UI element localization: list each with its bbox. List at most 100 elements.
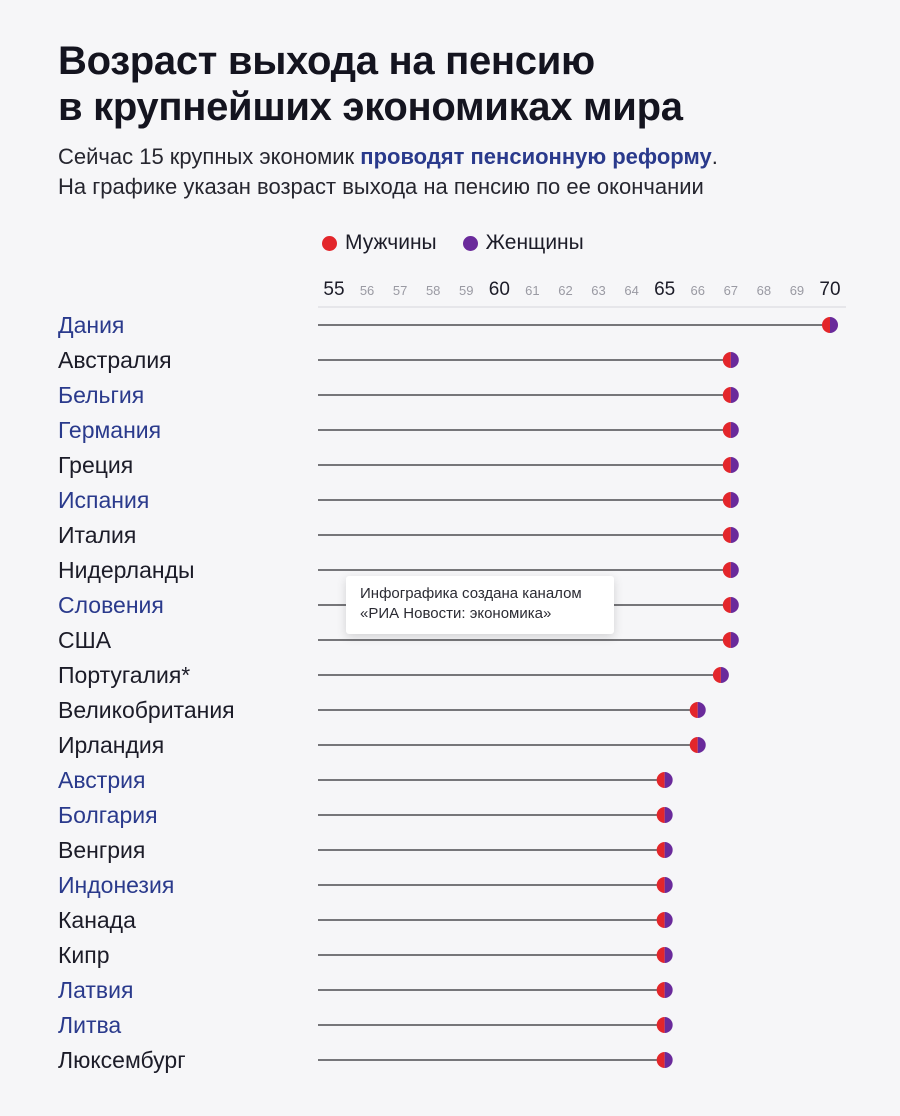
category-label: Литва: [58, 1012, 121, 1038]
women-point: [664, 807, 673, 823]
category-label: Бельгия: [58, 382, 144, 408]
men-point: [656, 982, 665, 998]
chart-title-line2: в крупнейших экономиках мира: [58, 85, 683, 129]
women-point: [664, 982, 673, 998]
category-label: Венгрия: [58, 837, 145, 863]
women-point: [830, 317, 838, 333]
category-label: США: [58, 627, 112, 653]
women-point: [730, 597, 739, 613]
category-label: Кипр: [58, 942, 110, 968]
men-point: [689, 702, 698, 718]
category-label: Словения: [58, 592, 164, 618]
men-point: [656, 1052, 665, 1068]
category-label: Болгария: [58, 802, 158, 828]
women-point: [730, 422, 739, 438]
subtitle-line1: Сейчас 15 крупных экономик проводят пенс…: [58, 142, 718, 172]
category-label: Австралия: [58, 347, 172, 373]
men-point: [656, 877, 665, 893]
x-tick-minor-label: 59: [459, 283, 473, 298]
men-point: [722, 457, 731, 473]
category-label: Нидерланды: [58, 557, 195, 583]
men-point: [722, 387, 731, 403]
category-label: Дания: [58, 312, 124, 338]
legend-women: Женщины: [462, 231, 584, 255]
chart-title-line1: Возраст выхода на пенсию: [58, 39, 595, 83]
chart-title: Возраст выхода на пенсию в крупнейших эк…: [58, 38, 683, 130]
women-point: [664, 947, 673, 963]
men-point: [656, 807, 665, 823]
men-point: [656, 912, 665, 928]
men-point: [722, 632, 731, 648]
legend-men-marker: [322, 235, 337, 251]
x-tick-major-label: 70: [819, 279, 840, 300]
women-point: [664, 1017, 673, 1033]
men-point: [822, 317, 830, 333]
category-label: Индонезия: [58, 872, 174, 898]
subtitle-pre: Сейчас 15 крупных экономик: [58, 144, 361, 169]
legend: Мужчины Женщины: [322, 231, 584, 255]
subtitle-post: .: [711, 144, 718, 169]
chart-subtitle: Сейчас 15 крупных экономик проводят пенс…: [58, 142, 718, 202]
x-tick-minor-label: 57: [393, 283, 407, 298]
legend-women-marker: [462, 235, 478, 251]
men-point: [689, 737, 698, 753]
men-point: [656, 1017, 665, 1033]
women-point: [730, 352, 739, 368]
category-label: Люксембург: [58, 1047, 186, 1073]
men-point: [722, 597, 731, 613]
legend-women-label: Женщины: [485, 231, 584, 254]
category-label: Великобритания: [58, 697, 235, 723]
tooltip-line1: Инфографика создана каналом: [360, 585, 582, 602]
x-tick-minor-label: 67: [724, 283, 738, 298]
legend-men: Мужчины: [322, 231, 437, 255]
women-point: [730, 527, 739, 543]
x-tick-major-label: 60: [489, 279, 510, 300]
category-label: Германия: [58, 417, 161, 443]
category-label: Португалия*: [58, 662, 190, 688]
women-point: [730, 562, 739, 578]
category-label: Канада: [58, 907, 136, 933]
men-point: [722, 492, 731, 508]
men-point: [722, 352, 731, 368]
x-tick-major-label: 55: [323, 279, 344, 300]
x-tick-major-label: 65: [654, 279, 675, 300]
women-point: [730, 457, 739, 473]
women-point: [697, 737, 706, 753]
x-tick-minor-label: 58: [426, 283, 440, 298]
x-tick-minor-label: 63: [591, 283, 605, 298]
x-tick-minor-label: 61: [525, 283, 539, 298]
women-point: [664, 772, 673, 788]
x-tick-minor-label: 66: [690, 283, 704, 298]
category-label: Австрия: [58, 767, 145, 793]
x-tick-minor-label: 68: [757, 283, 771, 298]
men-point: [656, 772, 665, 788]
x-tick-minor-label: 64: [624, 283, 638, 298]
category-label: Греция: [58, 452, 133, 478]
x-tick-minor-label: 62: [558, 283, 572, 298]
women-point: [664, 1052, 673, 1068]
legend-men-label: Мужчины: [345, 231, 437, 254]
x-tick-minor-label: 56: [360, 283, 374, 298]
women-point: [720, 667, 729, 683]
subtitle-line2: На графике указан возраст выхода на пенс…: [58, 174, 704, 199]
men-point: [722, 422, 731, 438]
category-label: Ирландия: [58, 732, 164, 758]
category-label: Латвия: [58, 977, 133, 1003]
credit-tooltip: Инфографика создана каналом «РИА Новости…: [346, 576, 614, 634]
tooltip-line2: «РИА Новости: экономика»: [360, 605, 552, 622]
men-point: [656, 947, 665, 963]
men-point: [712, 667, 721, 683]
men-point: [722, 562, 731, 578]
women-point: [664, 842, 673, 858]
men-point: [656, 842, 665, 858]
category-label: Испания: [58, 487, 149, 513]
women-point: [730, 387, 739, 403]
women-point: [664, 912, 673, 928]
men-point: [722, 527, 731, 543]
category-label: Италия: [58, 522, 136, 548]
pension-reform-link[interactable]: проводят пенсионную реформу: [360, 144, 712, 169]
women-point: [664, 877, 673, 893]
women-point: [730, 632, 739, 648]
women-point: [697, 702, 706, 718]
